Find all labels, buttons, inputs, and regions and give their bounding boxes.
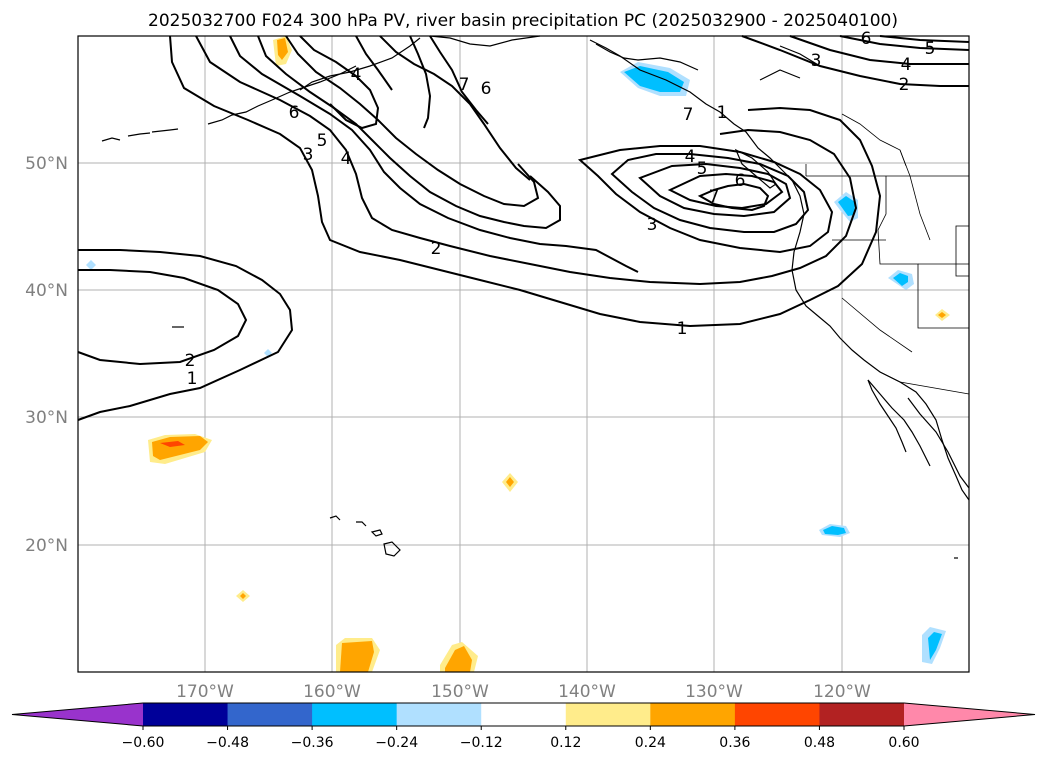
pv-contour <box>879 35 970 43</box>
contour-label: 4 <box>685 147 696 167</box>
pv-contour <box>839 35 970 51</box>
lon-label-170w: 170°W <box>176 682 234 702</box>
longitude-labels: 170°W 160°W 150°W 140°W 130°W 120°W <box>176 682 871 702</box>
pv-contour <box>638 162 792 218</box>
lon-label-150w: 150°W <box>431 682 489 702</box>
contour-label: 5 <box>697 159 708 179</box>
colorbar-extend-max <box>904 703 1035 726</box>
colorbar-tick-label: 0.48 <box>804 735 835 751</box>
pv-contour <box>577 145 834 254</box>
colorbar-segment <box>143 703 229 726</box>
contour-labels: 1 2 3 3 4 5 6 4 5 6 7 2 1 6 7 4 3 2 4 5 … <box>185 29 936 389</box>
contour-label: 1 <box>677 319 688 339</box>
colorbar-tick-label: −0.12 <box>460 735 503 751</box>
pv-contour <box>409 35 432 129</box>
colorbar-segment <box>565 703 651 726</box>
contour-label: 7 <box>459 75 470 95</box>
lat-label-40n: 40°N <box>25 281 68 301</box>
pv-contour <box>77 249 294 421</box>
pv-contour <box>195 35 858 286</box>
colorbar-segment <box>650 703 736 726</box>
pv-contour <box>169 35 882 328</box>
colorbar-tick-label: 0.60 <box>888 735 919 751</box>
colorbar-tick-label: −0.48 <box>206 735 249 751</box>
colorbar-tick-label: −0.24 <box>375 735 418 751</box>
colorbar-segment <box>481 703 567 726</box>
pv-contour <box>789 35 969 65</box>
pv-contour <box>697 182 770 212</box>
contour-label: 6 <box>735 171 746 191</box>
colorbar-tick-label: 0.24 <box>635 735 666 751</box>
colorbar-tick-label: −0.36 <box>291 735 334 751</box>
map-panel: 1 2 3 3 4 5 6 4 5 6 7 2 1 6 7 4 3 2 4 5 … <box>77 29 970 673</box>
colorbar-segment <box>819 703 905 726</box>
pv-contour <box>257 35 561 230</box>
colorbar-segment <box>734 703 820 726</box>
map-title: 2025032700 F024 300 hPa PV, river basin … <box>148 11 898 31</box>
contour-label: 3 <box>647 215 658 235</box>
pv-contour <box>379 35 531 181</box>
colorbar-tick-label: 0.36 <box>719 735 750 751</box>
contour-label: 4 <box>351 65 362 85</box>
pv-contour <box>285 35 540 208</box>
contour-label: 3 <box>811 51 822 71</box>
lat-label-30n: 30°N <box>25 408 68 428</box>
contour-label: 3 <box>303 145 314 165</box>
lon-label-120w: 120°W <box>813 682 871 702</box>
precipitation-shading <box>86 36 950 672</box>
latitude-labels: 50°N 40°N 30°N 20°N <box>25 154 68 556</box>
colorbar-segment <box>227 703 313 726</box>
gridlines <box>78 36 969 672</box>
contour-label: 6 <box>289 103 300 123</box>
contour-label: 5 <box>317 131 328 151</box>
lat-label-50n: 50°N <box>25 154 68 174</box>
contour-label: 6 <box>861 29 872 49</box>
map-frame <box>77 35 970 673</box>
lon-label-140w: 140°W <box>558 682 616 702</box>
lat-label-20n: 20°N <box>25 536 68 556</box>
contour-label: 7 <box>709 187 720 207</box>
pv-contour <box>610 153 810 233</box>
contour-label: 7 <box>683 105 694 125</box>
colorbar-segment <box>396 703 482 726</box>
pv-contour <box>741 35 969 87</box>
colorbar-extend-min <box>12 703 143 726</box>
contour-label: 1 <box>187 369 198 389</box>
lon-label-130w: 130°W <box>685 682 743 702</box>
pv-contour <box>229 35 639 273</box>
pv-contours <box>77 35 970 421</box>
contour-label: 6 <box>481 79 492 99</box>
contour-label: 2 <box>185 351 196 371</box>
contour-label: 5 <box>925 39 936 59</box>
contour-label: 2 <box>899 75 910 95</box>
lon-label-160w: 160°W <box>303 682 361 702</box>
contour-label: 4 <box>901 55 912 75</box>
colorbar: −0.60 −0.48 −0.36 −0.24 −0.12 0.12 0.24 0.36 0.4… <box>11 702 1036 751</box>
colorbar-tick-label: −0.60 <box>122 735 165 751</box>
pv-contour <box>77 269 248 366</box>
colorbar-segment <box>312 703 398 726</box>
pv-contour <box>667 172 784 210</box>
pv-contour <box>299 35 380 130</box>
pv-contour <box>429 35 489 125</box>
pv-contour <box>355 35 393 91</box>
contour-label: 2 <box>431 239 442 259</box>
contour-label: 1 <box>717 103 728 123</box>
colorbar-tick-label: 0.12 <box>550 735 581 751</box>
contour-label: 4 <box>341 149 352 169</box>
